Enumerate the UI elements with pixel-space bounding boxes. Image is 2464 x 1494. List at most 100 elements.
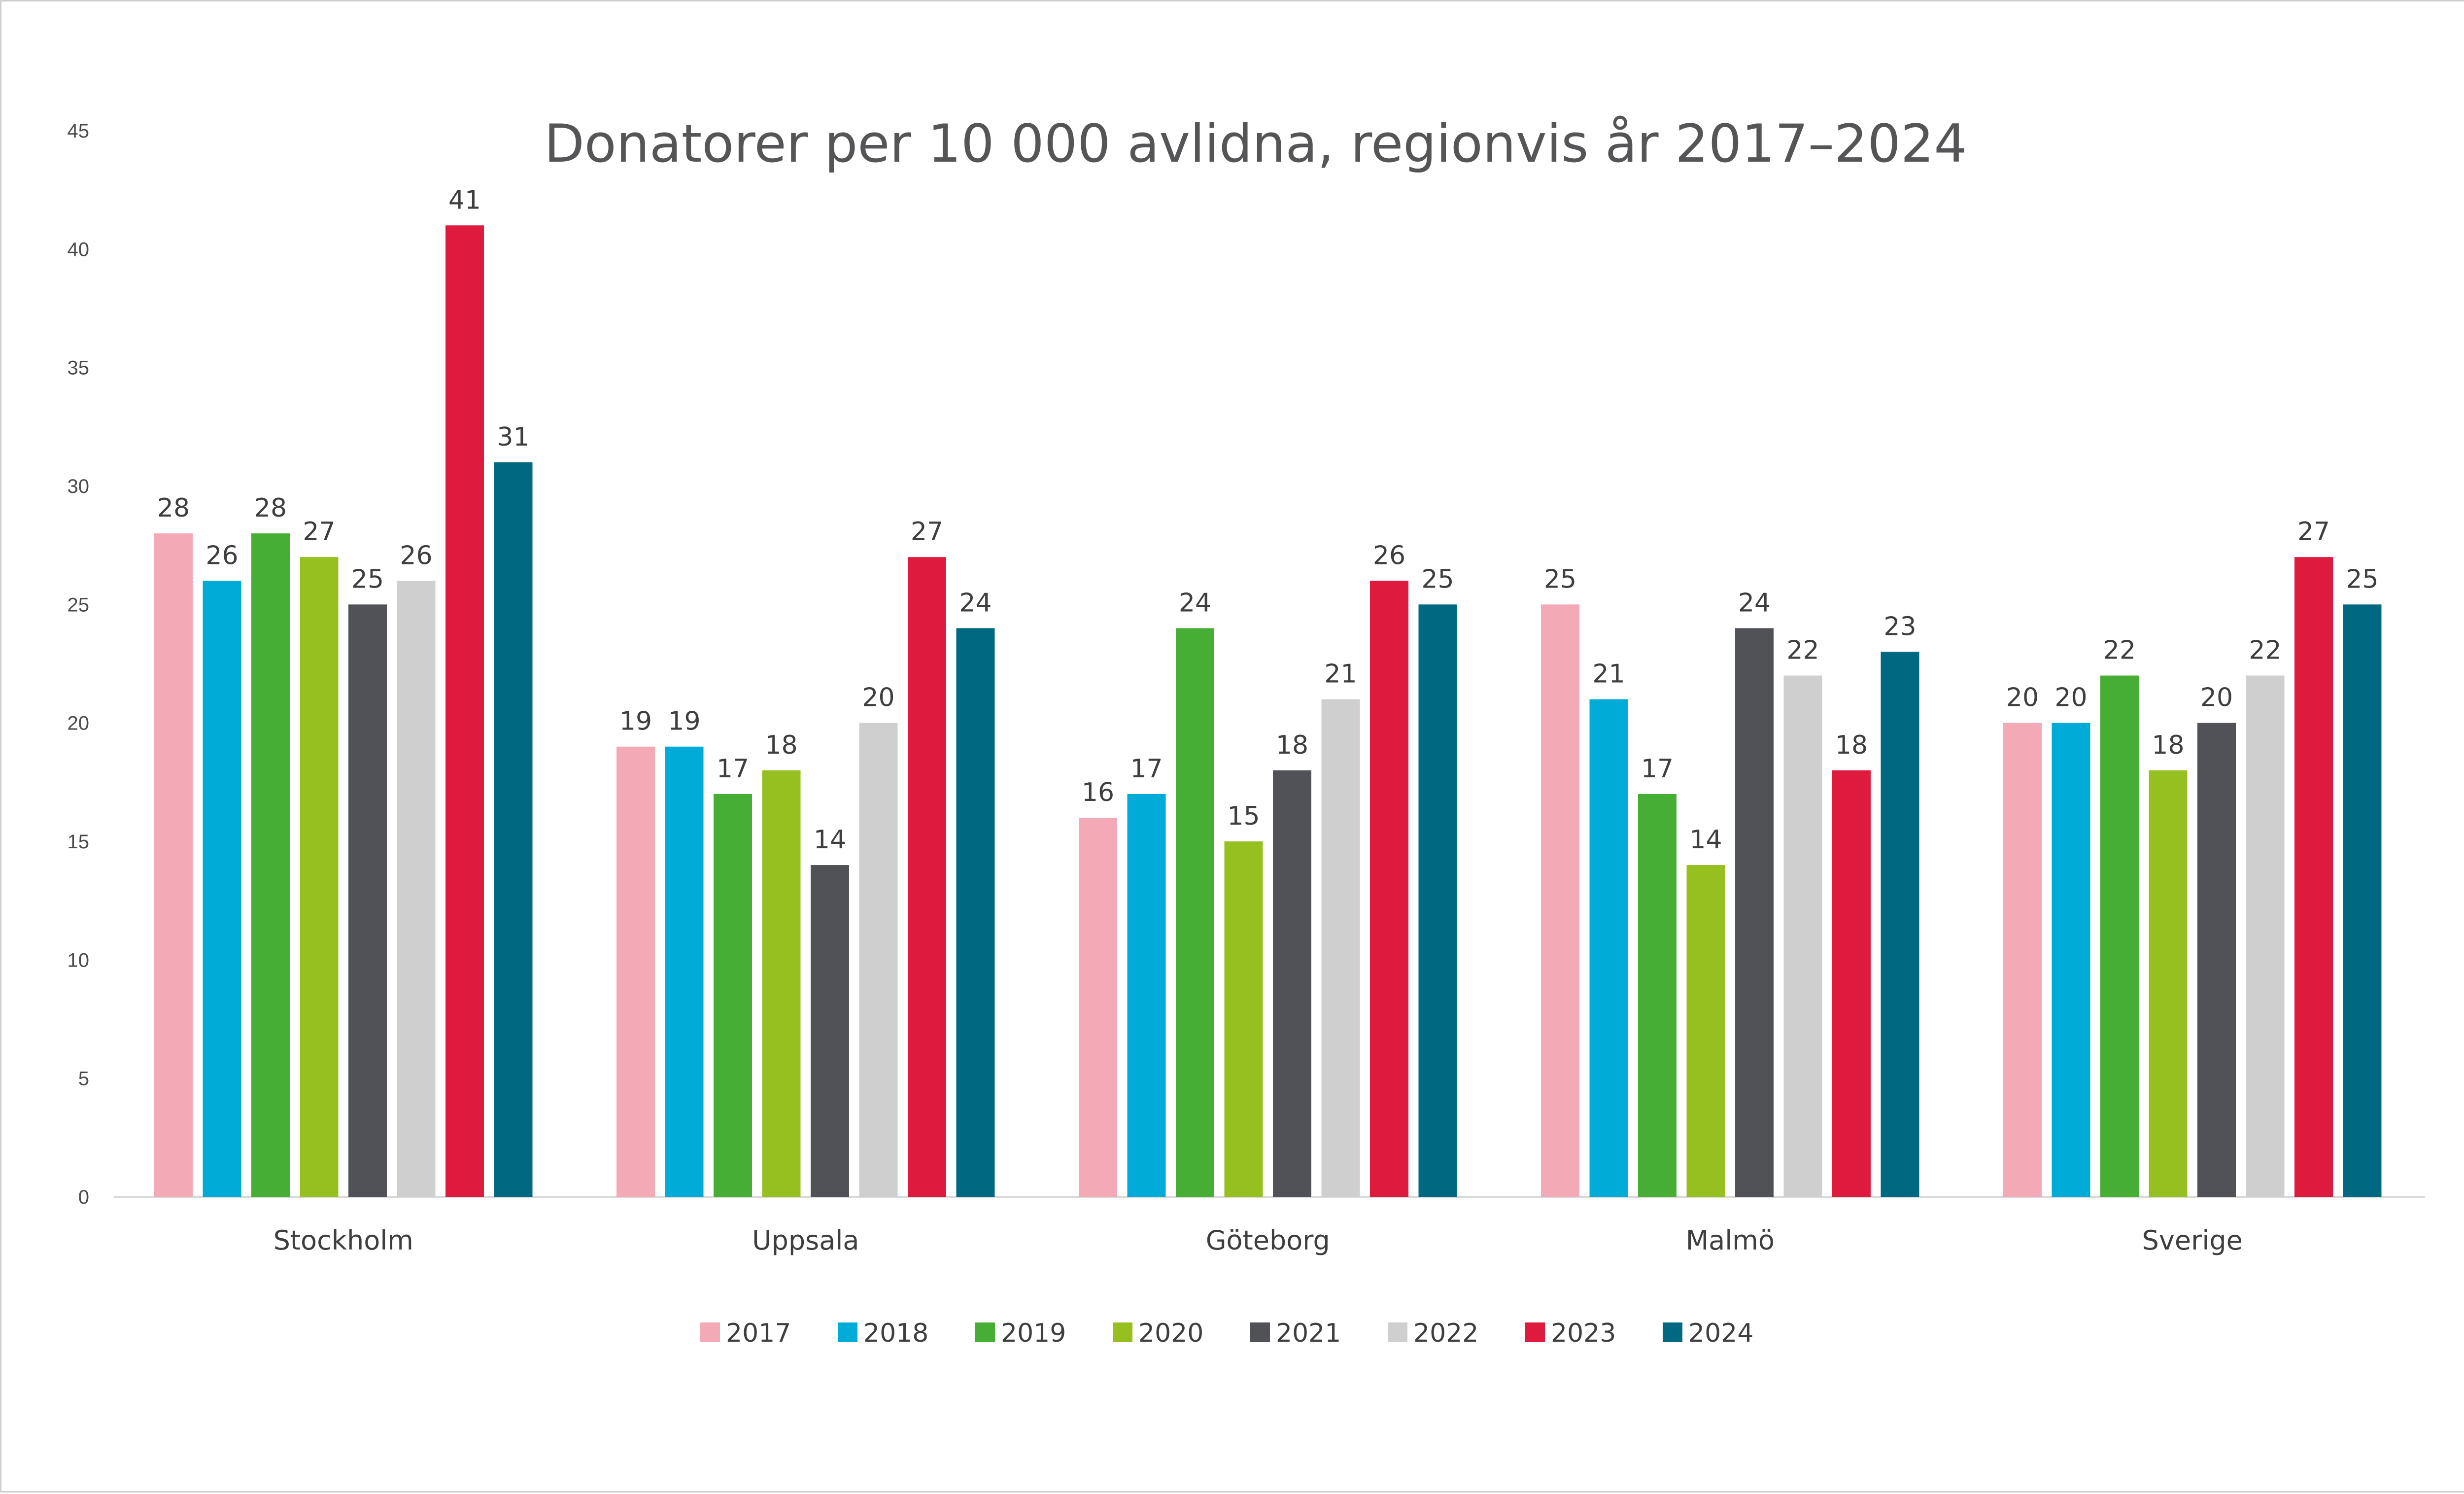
legend-label-2021: 2021 <box>1276 1319 1341 1348</box>
x-tick-label-sverige: Sverige <box>2142 1225 2243 1256</box>
y-tick-label: 5 <box>78 1068 89 1090</box>
y-tick-label: 30 <box>68 476 90 497</box>
bar-goteborg-2022 <box>1321 699 1360 1197</box>
data-label-stockholm-2020: 27 <box>303 517 335 547</box>
bar-uppsala-2021 <box>811 865 849 1197</box>
y-tick-label: 35 <box>68 357 90 379</box>
bar-malmo-2022 <box>1783 675 1822 1197</box>
data-label-sverige-2024: 25 <box>2346 564 2378 594</box>
bar-sverige-2018 <box>2052 723 2090 1197</box>
legend-swatch-2019 <box>975 1322 995 1342</box>
data-label-stockholm-2024: 31 <box>497 422 529 452</box>
data-label-goteborg-2022: 21 <box>1324 660 1357 689</box>
data-label-goteborg-2018: 17 <box>1130 754 1163 784</box>
bar-uppsala-2024 <box>956 628 995 1197</box>
data-label-malmo-2017: 25 <box>1544 564 1576 594</box>
data-label-uppsala-2018: 19 <box>668 707 700 736</box>
bars <box>154 225 2382 1197</box>
data-label-stockholm-2017: 28 <box>157 493 190 523</box>
bar-malmo-2019 <box>1638 794 1677 1197</box>
bar-malmo-2021 <box>1735 628 1774 1197</box>
legend-label-2019: 2019 <box>1001 1319 1066 1348</box>
bar-goteborg-2021 <box>1273 770 1311 1197</box>
data-label-stockholm-2018: 26 <box>205 541 238 570</box>
bar-goteborg-2020 <box>1224 841 1263 1197</box>
y-tick-label: 0 <box>78 1186 89 1208</box>
bar-malmo-2024 <box>1881 652 1919 1197</box>
bar-malmo-2020 <box>1686 865 1725 1197</box>
bar-sverige-2024 <box>2343 604 2382 1197</box>
data-label-stockholm-2022: 26 <box>400 541 432 570</box>
y-tick-label: 15 <box>68 831 90 853</box>
legend-swatch-2018 <box>838 1322 857 1342</box>
data-label-goteborg-2020: 15 <box>1227 801 1260 831</box>
data-label-malmo-2024: 23 <box>1883 612 1916 641</box>
bar-malmo-2017 <box>1541 604 1579 1197</box>
data-label-goteborg-2021: 18 <box>1276 730 1308 760</box>
x-axis: Stockholm Uppsala Göteborg Malmö Sverige <box>274 1225 2243 1256</box>
bar-stockholm-2020 <box>300 557 339 1197</box>
data-label-uppsala-2020: 18 <box>765 730 797 760</box>
bar-goteborg-2017 <box>1079 817 1117 1197</box>
data-label-malmo-2022: 22 <box>1786 636 1819 665</box>
data-label-stockholm-2019: 28 <box>254 493 287 523</box>
bar-goteborg-2023 <box>1370 581 1408 1197</box>
data-label-stockholm-2023: 41 <box>448 185 481 215</box>
bar-stockholm-2021 <box>348 604 387 1197</box>
bar-stockholm-2017 <box>154 533 193 1197</box>
x-tick-label-goteborg: Göteborg <box>1206 1225 1330 1256</box>
bar-stockholm-2024 <box>494 462 533 1197</box>
bar-sverige-2017 <box>2003 723 2042 1197</box>
legend-label-2023: 2023 <box>1551 1319 1616 1348</box>
y-tick-label: 45 <box>68 120 90 142</box>
data-label-sverige-2022: 22 <box>2249 636 2281 665</box>
x-tick-label-stockholm: Stockholm <box>274 1225 413 1256</box>
bar-sverige-2020 <box>2149 770 2188 1197</box>
data-label-goteborg-2024: 25 <box>1421 564 1454 594</box>
bar-goteborg-2024 <box>1418 604 1457 1197</box>
y-tick-label: 20 <box>68 713 90 734</box>
bar-uppsala-2018 <box>665 746 704 1197</box>
bar-uppsala-2020 <box>762 770 801 1197</box>
legend-swatch-2017 <box>700 1322 720 1342</box>
data-label-goteborg-2017: 16 <box>1082 778 1114 807</box>
bar-goteborg-2019 <box>1176 628 1214 1197</box>
data-label-malmo-2019: 17 <box>1641 754 1674 784</box>
bar-stockholm-2023 <box>445 225 484 1197</box>
data-label-goteborg-2023: 26 <box>1373 541 1405 570</box>
bar-goteborg-2018 <box>1127 794 1166 1197</box>
bar-stockholm-2019 <box>251 533 290 1197</box>
legend-label-2020: 2020 <box>1138 1319 1203 1348</box>
data-label-sverige-2021: 20 <box>2200 683 2233 713</box>
legend-swatch-2021 <box>1250 1322 1270 1342</box>
bar-malmo-2023 <box>1832 770 1871 1197</box>
legend-label-2017: 2017 <box>726 1319 791 1348</box>
data-label-uppsala-2021: 14 <box>814 825 846 855</box>
y-tick-label: 40 <box>68 239 90 260</box>
data-label-goteborg-2019: 24 <box>1179 588 1211 618</box>
data-label-malmo-2021: 24 <box>1738 588 1771 618</box>
x-tick-label-uppsala: Uppsala <box>752 1225 859 1256</box>
chart-title: Donatorer per 10 000 avlidna, regionvis … <box>544 113 1967 174</box>
legend-swatch-2024 <box>1663 1322 1682 1342</box>
bar-sverige-2022 <box>2246 675 2285 1197</box>
data-label-sverige-2020: 18 <box>2152 730 2184 760</box>
data-label-uppsala-2019: 17 <box>717 754 749 784</box>
data-label-uppsala-2024: 24 <box>959 588 992 618</box>
data-label-malmo-2020: 14 <box>1689 825 1722 855</box>
bar-malmo-2018 <box>1589 699 1628 1197</box>
bar-sverige-2019 <box>2100 675 2139 1197</box>
data-label-stockholm-2021: 25 <box>351 564 384 594</box>
legend-label-2022: 2022 <box>1413 1319 1478 1348</box>
legend-swatch-2020 <box>1113 1322 1132 1342</box>
y-axis: 0 5 10 15 20 25 30 35 40 45 <box>68 120 90 1208</box>
data-label-malmo-2023: 18 <box>1835 730 1868 760</box>
legend-label-2024: 2024 <box>1688 1319 1753 1348</box>
data-label-sverige-2023: 27 <box>2297 517 2330 547</box>
bar-uppsala-2022 <box>859 723 898 1197</box>
bar-uppsala-2019 <box>714 794 752 1197</box>
legend-label-2018: 2018 <box>863 1319 928 1348</box>
bar-sverige-2023 <box>2294 557 2333 1197</box>
